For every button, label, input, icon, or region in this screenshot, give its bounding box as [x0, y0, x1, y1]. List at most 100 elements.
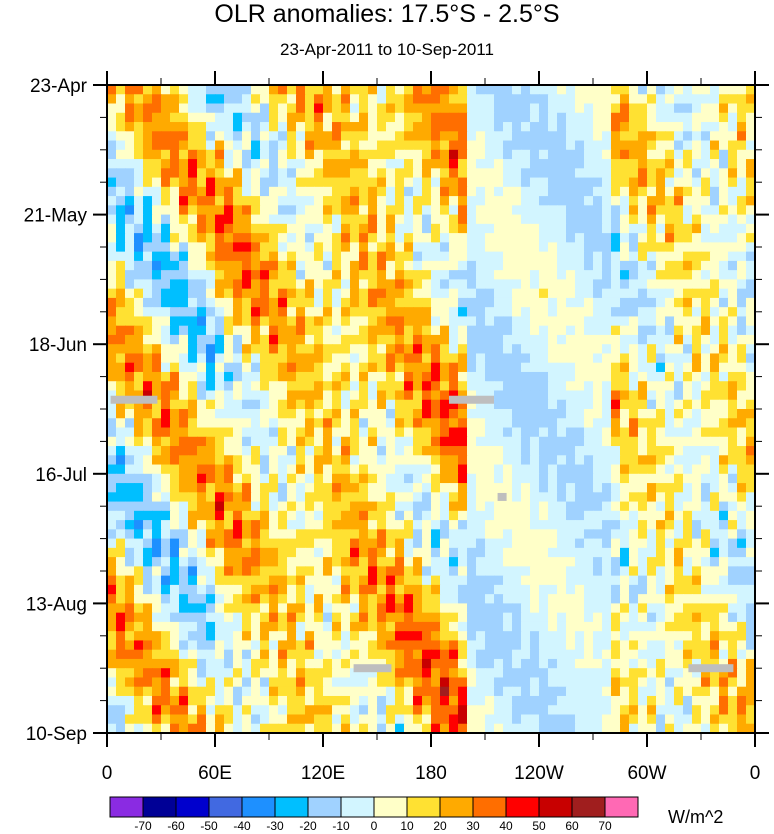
heatmap-cell [584, 418, 594, 429]
heatmap-cell [395, 649, 405, 660]
heatmap-cell [125, 436, 135, 447]
heatmap-cell [638, 371, 648, 382]
heatmap-cell [251, 427, 261, 438]
heatmap-cell [251, 279, 261, 290]
heatmap-cell [575, 362, 585, 373]
heatmap-cell [242, 409, 252, 419]
heatmap-cell [116, 520, 126, 530]
heatmap-cell [737, 279, 747, 290]
heatmap-cell [314, 279, 324, 290]
heatmap-cell [179, 520, 189, 530]
heatmap-cell [602, 455, 612, 466]
heatmap-cell [611, 251, 621, 262]
heatmap-cell [179, 510, 189, 521]
heatmap-cell [566, 131, 576, 142]
heatmap-cell [593, 538, 603, 549]
heatmap-cell [215, 297, 225, 308]
heatmap-cell [449, 612, 459, 623]
heatmap-cell [224, 112, 234, 123]
heatmap-cell [197, 94, 207, 105]
heatmap-cell [620, 390, 630, 401]
heatmap-cell [278, 168, 288, 179]
heatmap-cell [503, 186, 513, 197]
heatmap-cell [575, 510, 585, 521]
heatmap-cell [737, 557, 747, 567]
heatmap-cell [476, 520, 486, 530]
heatmap-cell [341, 547, 351, 558]
heatmap-cell [170, 251, 180, 262]
heatmap-cell [125, 122, 135, 132]
heatmap-cell [116, 621, 126, 632]
heatmap-cell [386, 307, 396, 318]
heatmap-cell [350, 409, 360, 419]
heatmap-cell [278, 205, 288, 216]
heatmap-cell [143, 686, 153, 697]
heatmap-cell [377, 112, 387, 123]
heatmap-cell [152, 149, 162, 160]
heatmap-cell [575, 334, 585, 345]
heatmap-cell [647, 473, 657, 484]
heatmap-cell [107, 584, 117, 595]
heatmap-cell [746, 223, 756, 234]
heatmap-cell [674, 223, 684, 234]
heatmap-cell [683, 418, 693, 429]
heatmap-cell [323, 621, 333, 632]
heatmap-cell [701, 260, 711, 271]
heatmap-cell [125, 640, 135, 651]
heatmap-cell [224, 464, 234, 475]
heatmap-cell [404, 603, 414, 614]
heatmap-cell [170, 223, 180, 234]
heatmap-cell [503, 594, 513, 604]
heatmap-cell [548, 103, 558, 114]
heatmap-cell [413, 538, 423, 549]
heatmap-cell [575, 594, 585, 604]
heatmap-cell [629, 714, 639, 725]
heatmap-cell [125, 131, 135, 142]
heatmap-cell [116, 612, 126, 623]
heatmap-cell [233, 695, 243, 706]
heatmap-cell [557, 371, 567, 382]
heatmap-cell [287, 316, 297, 327]
heatmap-cell [233, 547, 243, 558]
heatmap-cell [548, 205, 558, 216]
heatmap-cell [557, 677, 567, 688]
heatmap-cell [440, 131, 450, 142]
heatmap-cell [179, 381, 189, 392]
heatmap-cell [224, 353, 234, 364]
heatmap-cell [467, 344, 477, 355]
heatmap-cell [125, 251, 135, 262]
heatmap-cell [377, 510, 387, 521]
heatmap-cell [440, 177, 450, 188]
heatmap-cell [413, 464, 423, 475]
heatmap-cell [584, 205, 594, 216]
heatmap-cell [530, 446, 540, 456]
heatmap-cell [674, 594, 684, 604]
heatmap-cell [548, 168, 558, 179]
heatmap-cell [305, 677, 315, 688]
heatmap-cell [710, 455, 720, 466]
heatmap-cell [269, 288, 279, 299]
heatmap-cell [242, 381, 252, 392]
heatmap-cell [728, 658, 738, 669]
heatmap-cell [386, 575, 396, 586]
heatmap-cell [665, 297, 675, 308]
heatmap-cell [431, 177, 441, 188]
heatmap-cell [467, 196, 477, 206]
heatmap-cell [233, 501, 243, 512]
heatmap-cell [701, 612, 711, 623]
heatmap-cell [152, 427, 162, 438]
heatmap-cell [107, 122, 117, 132]
heatmap-cell [539, 695, 549, 706]
heatmap-cell [287, 325, 297, 336]
heatmap-cell [170, 520, 180, 530]
heatmap-cell [386, 251, 396, 262]
heatmap-cell [728, 409, 738, 419]
heatmap-cell [593, 409, 603, 419]
heatmap-cell [431, 279, 441, 290]
heatmap-cell [215, 649, 225, 660]
heatmap-cell [629, 538, 639, 549]
heatmap-cell [611, 492, 621, 503]
heatmap-cell [449, 584, 459, 595]
heatmap-cell [188, 325, 198, 336]
heatmap-cell [728, 557, 738, 567]
